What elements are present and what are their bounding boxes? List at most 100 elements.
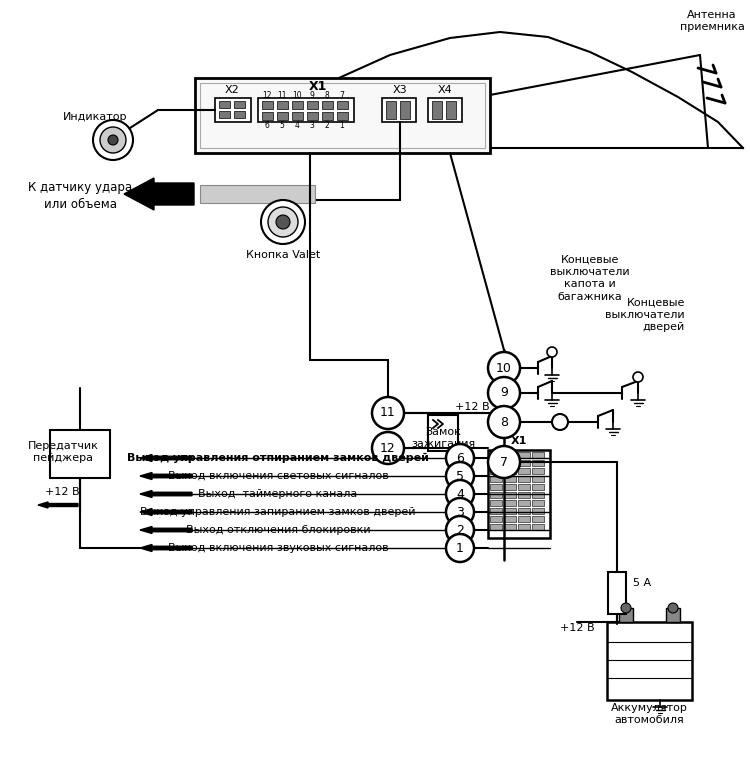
Circle shape [621,603,631,613]
Text: +12 В: +12 В [454,402,489,412]
Text: Х4: Х4 [438,85,452,95]
Bar [532,460,544,466]
Text: Замок
зажигания: Замок зажигания [411,426,476,449]
Bar [195,78,490,153]
Circle shape [93,120,133,160]
Text: Концевые
выключатели
капота и
багажника: Концевые выключатели капота и багажника [550,255,630,302]
Bar [532,452,544,458]
Circle shape [372,397,404,429]
Text: 12: 12 [262,91,272,101]
Bar [292,101,303,109]
Bar [532,492,544,498]
Circle shape [446,534,474,562]
Bar [490,516,502,522]
Bar [504,516,516,522]
Text: Выход управления отпиранием замков дверей: Выход управления отпиранием замков двере… [127,453,429,463]
Text: 3: 3 [310,122,314,131]
Text: +12 В: +12 В [560,623,594,633]
Text: 2: 2 [325,122,329,131]
Bar [400,101,410,119]
Circle shape [100,127,126,153]
Bar [666,608,680,622]
Text: 10: 10 [292,91,302,101]
Bar [490,492,502,498]
Text: Х3: Х3 [393,85,407,95]
FancyArrow shape [140,509,192,515]
Text: Выход включения световых сигналов: Выход включения световых сигналов [168,471,388,481]
Circle shape [633,372,643,382]
Bar [322,112,333,120]
Circle shape [446,516,474,544]
Bar [619,608,633,622]
Circle shape [372,432,404,464]
Circle shape [446,498,474,526]
Bar [518,516,530,522]
Bar [446,101,456,119]
Text: 7: 7 [500,456,508,468]
Text: К датчику удара
или объема: К датчику удара или объема [28,181,132,211]
Text: 8: 8 [325,91,329,101]
Bar [518,524,530,530]
Text: 8: 8 [500,416,508,429]
FancyArrow shape [38,502,78,508]
Bar [490,452,502,458]
FancyArrow shape [140,472,192,480]
Bar [322,101,333,109]
Text: Выход отключения блокировки: Выход отключения блокировки [186,525,370,535]
Bar [337,101,348,109]
Text: 7: 7 [340,91,344,101]
Bar [518,492,530,498]
Bar [532,508,544,514]
Text: 9: 9 [500,386,508,399]
Bar [490,508,502,514]
Bar [504,524,516,530]
Bar [532,524,544,530]
Bar [532,500,544,506]
Bar [307,101,318,109]
Text: 6: 6 [265,122,269,131]
Circle shape [668,603,678,613]
Circle shape [547,347,557,357]
Bar [432,101,442,119]
Text: 11: 11 [278,91,286,101]
Circle shape [488,446,520,478]
Bar [504,476,516,482]
Bar [386,101,396,119]
Bar [518,468,530,474]
Bar [200,185,315,203]
Text: 9: 9 [310,91,314,101]
Text: 2: 2 [456,523,464,536]
Bar [234,101,245,108]
Bar [504,460,516,466]
Text: 1: 1 [340,122,344,131]
Text: Выход  таймерного канала: Выход таймерного канала [198,489,358,499]
Text: 5 А: 5 А [633,578,651,588]
Circle shape [488,377,520,409]
Circle shape [488,406,520,438]
Circle shape [276,215,290,229]
Text: Аккумулятор
автомобиля: Аккумулятор автомобиля [610,703,688,725]
Bar [490,476,502,482]
Text: Передатчик
пейджера: Передатчик пейджера [28,441,98,463]
Bar [490,484,502,490]
Bar [262,101,273,109]
Text: Выход включения звуковых сигналов: Выход включения звуковых сигналов [168,543,388,553]
Text: 1: 1 [456,542,464,554]
Bar [504,508,516,514]
Circle shape [446,444,474,472]
Bar [518,460,530,466]
Bar [277,112,288,120]
Text: Х1: Х1 [511,436,527,446]
Circle shape [552,414,568,430]
Text: Кнопка Valet: Кнопка Valet [246,250,320,260]
Text: Индикатор: Индикатор [63,112,128,122]
Text: 12: 12 [380,441,396,454]
Circle shape [268,207,298,237]
Bar [50,430,110,478]
Circle shape [261,200,305,244]
Text: 3: 3 [456,505,464,519]
Bar [490,524,502,530]
Bar [490,500,502,506]
Text: Концевые
выключатели
дверей: Концевые выключатели дверей [605,297,685,332]
Bar [219,111,230,118]
